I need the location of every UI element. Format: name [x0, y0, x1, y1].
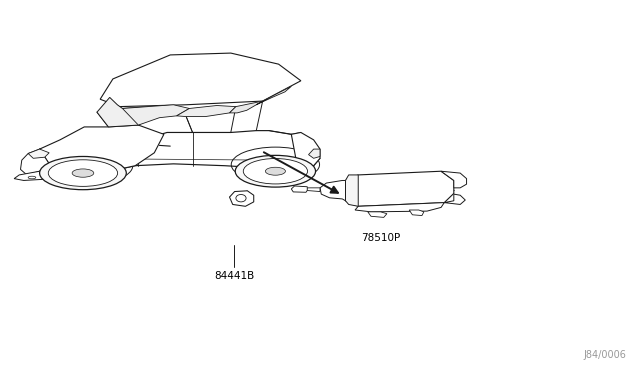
- Polygon shape: [444, 194, 465, 205]
- Polygon shape: [177, 106, 236, 116]
- Polygon shape: [291, 132, 320, 168]
- Polygon shape: [122, 105, 189, 125]
- Ellipse shape: [28, 176, 36, 179]
- Polygon shape: [256, 86, 291, 105]
- Polygon shape: [346, 171, 454, 206]
- Polygon shape: [291, 186, 307, 192]
- Polygon shape: [306, 188, 320, 192]
- Polygon shape: [441, 171, 467, 188]
- Ellipse shape: [48, 160, 118, 186]
- Polygon shape: [308, 149, 320, 158]
- Polygon shape: [97, 97, 161, 127]
- Polygon shape: [346, 175, 358, 206]
- Ellipse shape: [266, 167, 285, 175]
- Polygon shape: [20, 149, 49, 175]
- Ellipse shape: [40, 157, 126, 190]
- Text: 78510P: 78510P: [361, 233, 400, 243]
- Polygon shape: [100, 53, 301, 107]
- Ellipse shape: [243, 158, 307, 184]
- Polygon shape: [14, 171, 49, 180]
- Polygon shape: [368, 212, 387, 217]
- Ellipse shape: [236, 195, 246, 202]
- Polygon shape: [320, 180, 346, 201]
- Text: 84441B: 84441B: [214, 272, 254, 282]
- Polygon shape: [28, 149, 49, 158]
- Polygon shape: [409, 210, 424, 215]
- Polygon shape: [230, 101, 262, 113]
- Text: J84/0006: J84/0006: [583, 350, 626, 359]
- Polygon shape: [40, 131, 320, 171]
- Ellipse shape: [236, 155, 316, 187]
- Ellipse shape: [72, 169, 94, 177]
- Polygon shape: [40, 125, 164, 171]
- Polygon shape: [230, 191, 253, 206]
- Polygon shape: [355, 203, 444, 212]
- Polygon shape: [269, 166, 314, 173]
